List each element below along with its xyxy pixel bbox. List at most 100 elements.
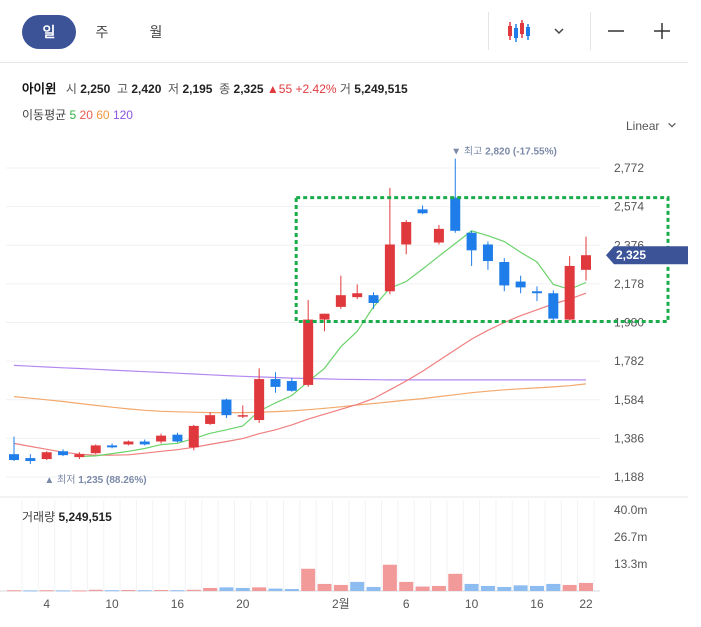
current-price-tag <box>606 246 688 265</box>
volume-bar <box>317 583 332 591</box>
volume-tick-label: 13.3m <box>614 557 647 571</box>
toolbar-divider <box>590 12 591 50</box>
volume-bar <box>154 589 169 591</box>
chevron-down-icon <box>554 28 564 34</box>
high-label: 고 <box>116 82 128 96</box>
high-value: 2,420 <box>131 82 162 96</box>
tab-weekly[interactable]: 주 <box>95 24 109 40</box>
ma5-line <box>79 230 587 458</box>
volume-bar <box>203 587 218 591</box>
price-tick-label: 2,178 <box>614 277 644 291</box>
volume-bar <box>219 587 234 591</box>
scale-mode-dropdown[interactable]: Linear <box>626 119 677 133</box>
ma-legend-label: 이동평균 <box>22 108 67 122</box>
current-price-label: 2,325 <box>616 248 646 262</box>
candle-body <box>221 399 232 416</box>
volume-bar <box>562 584 577 591</box>
chart-type-dropdown[interactable] <box>546 14 572 48</box>
close-value: 2,325 <box>233 82 264 96</box>
candle-body <box>41 452 52 460</box>
candle-body <box>9 454 19 461</box>
candle-body <box>107 445 118 448</box>
volume-bar <box>529 585 544 591</box>
x-tick-label: 22 <box>579 597 593 611</box>
volume-tick-label: 40.0m <box>614 503 647 517</box>
volume-bar <box>382 564 397 591</box>
candle-body <box>548 293 559 319</box>
volume-bar <box>448 573 463 591</box>
price-tick-label: 2,376 <box>614 238 644 252</box>
moving-average-legend: 이동평균 5 20 60 120 <box>22 106 133 123</box>
candle-body <box>368 295 379 303</box>
volume-bar <box>431 585 446 591</box>
price-tick-label: 2,574 <box>614 200 644 214</box>
volume-bar <box>235 587 250 591</box>
candle-body <box>319 313 330 320</box>
volume-bar <box>170 590 185 592</box>
ma20-line <box>13 292 587 456</box>
volume-bar <box>513 585 528 591</box>
volume-bar <box>252 587 267 591</box>
volume-bar <box>39 590 54 592</box>
price-tick-label: 1,980 <box>614 316 644 330</box>
volume-title: 거래량 5,249,515 <box>22 510 112 524</box>
candle-body <box>401 222 412 245</box>
change-arrow-icon: ▲ <box>266 82 279 96</box>
x-tick-label: 16 <box>171 597 185 611</box>
volume-bar <box>350 581 365 591</box>
price-tick-label: 2,772 <box>614 161 644 175</box>
price-summary: 아이윈 시 2,250 고 2,420 저 2,195 종 2,325 ▲55 … <box>22 78 408 97</box>
x-tick-label: 16 <box>530 597 544 611</box>
volume-bar <box>399 581 414 591</box>
candle-body <box>384 244 395 292</box>
candle-body <box>466 232 477 251</box>
volume-label: 거 <box>339 82 351 96</box>
candle-body <box>499 262 510 286</box>
price-tick-label: 1,584 <box>614 393 644 407</box>
volume-bar <box>480 585 495 591</box>
min-price-value: 1,235 (88.26%) <box>78 475 146 486</box>
tab-monthly[interactable]: 월 <box>149 24 163 40</box>
volume-bar <box>23 590 38 592</box>
volume-title-value: 5,249,515 <box>58 510 112 524</box>
candle-body <box>581 255 591 270</box>
candle-body <box>74 454 85 458</box>
candle-body <box>352 293 363 298</box>
tab-daily[interactable]: 일 <box>22 15 76 49</box>
candlestick-icon <box>508 19 530 42</box>
volume-bar <box>546 583 561 591</box>
volume-bar <box>105 590 120 592</box>
minus-icon <box>608 30 624 32</box>
period-toolbar: 일 주 월 <box>0 0 688 63</box>
x-tick-label: 20 <box>236 597 250 611</box>
x-tick-label: 10 <box>105 597 119 611</box>
candle-body <box>156 435 167 442</box>
candle-body <box>58 451 69 456</box>
volume-bar <box>7 590 21 592</box>
candle-body <box>254 379 265 421</box>
max-price-annotation: ▼ 최고 2,820 (-17.55%) <box>451 146 557 158</box>
open-value: 2,250 <box>80 82 111 96</box>
volume-bar <box>56 590 71 592</box>
price-tick-label: 1,386 <box>614 431 644 445</box>
min-price-annotation: ▲ 최저 1,235 (88.26%) <box>44 474 146 486</box>
low-value: 2,195 <box>182 82 213 96</box>
zoom-in-button[interactable] <box>646 14 678 48</box>
ma-period-20[interactable]: 20 <box>79 108 93 122</box>
change-percent: +2.42% <box>295 82 337 96</box>
ma60-line <box>13 383 587 414</box>
x-tick-label: 4 <box>43 597 50 611</box>
x-tick-label: 10 <box>465 597 479 611</box>
chart-type-button[interactable] <box>498 14 538 48</box>
stock-name: 아이윈 <box>22 82 57 96</box>
max-price-value: 2,820 (-17.55%) <box>485 147 557 158</box>
ma-period-120[interactable]: 120 <box>112 108 133 122</box>
zoom-out-button[interactable] <box>600 14 632 48</box>
candle-body <box>286 381 297 391</box>
ma-period-5[interactable]: 5 <box>69 108 77 122</box>
candle-body <box>417 209 428 214</box>
ma-period-60[interactable]: 60 <box>96 108 110 122</box>
volume-bar <box>268 588 283 591</box>
volume-bar <box>464 583 479 591</box>
open-label: 시 <box>65 82 77 96</box>
